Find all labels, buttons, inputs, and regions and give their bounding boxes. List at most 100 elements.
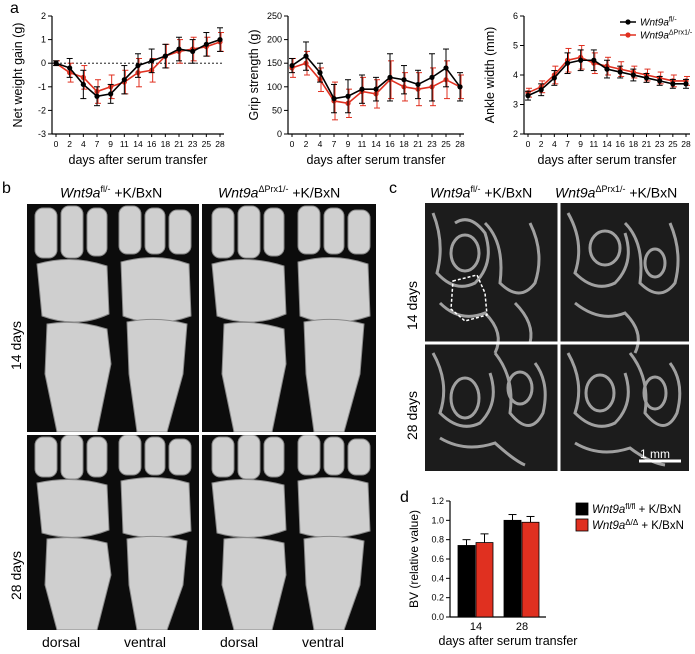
y-tick-label: 2 — [41, 11, 46, 21]
panel-c-col1-label: Wnt9afl/- +K/BxN — [430, 184, 533, 201]
panel-b-bottom-ventral-1: ventral — [124, 634, 167, 650]
y-tick-label: 0.4 — [431, 573, 444, 583]
series-0 — [53, 27, 223, 107]
y-tick-label: 250 — [267, 11, 282, 21]
y-tick-label: -1 — [38, 82, 46, 92]
x-tick-label: 18 — [629, 139, 639, 149]
x-tick-label: 14 — [602, 139, 612, 149]
data-point — [121, 77, 127, 83]
x-tick-label: 7 — [332, 139, 337, 149]
legend-label: Wnt9aΔPrx1/- — [640, 30, 693, 42]
panel-label-d: d — [400, 489, 409, 506]
x-tick-label: 2 — [304, 139, 309, 149]
x-tick-label: 2 — [539, 139, 544, 149]
x-tick-label: 16 — [615, 139, 625, 149]
bone-render-dprx1-14d — [202, 204, 376, 432]
y-tick-label: 4 — [513, 70, 518, 80]
legend-label: Wnt9afl/fl + K/BxN — [592, 502, 681, 516]
panel-b-bottom-dorsal-1: dorsal — [42, 634, 81, 650]
data-point — [303, 53, 309, 59]
x-tick-label: 9 — [108, 139, 113, 149]
panel-b-row1-label: 14 days — [8, 320, 24, 370]
x-tick-label: 25 — [202, 139, 212, 149]
data-point — [67, 65, 73, 71]
data-point — [457, 84, 463, 90]
data-point — [538, 87, 544, 93]
data-point — [564, 60, 571, 66]
x-tick-label: 21 — [413, 139, 423, 149]
data-point — [630, 72, 636, 78]
panel-b-row2-label: 28 days — [8, 550, 24, 600]
y-tick-label: -2 — [38, 105, 46, 115]
x-axis-label: days after serum transfer — [439, 634, 578, 648]
x-tick-label: 28 — [215, 139, 225, 149]
data-point — [604, 66, 610, 72]
y-tick-label: 1.2 — [431, 496, 444, 506]
y-tick-label: 2 — [513, 129, 518, 139]
data-point — [80, 81, 86, 88]
data-point — [203, 41, 209, 47]
series-0 — [525, 49, 689, 101]
x-tick-label: 23 — [655, 139, 665, 149]
data-point — [176, 46, 182, 52]
scale-bar-label: 1 mm — [640, 447, 670, 461]
x-tick-label: 11 — [120, 139, 129, 149]
x-tick-label: 11 — [358, 139, 367, 149]
data-point — [149, 58, 155, 64]
data-point — [317, 70, 323, 76]
legend-marker — [625, 32, 631, 38]
data-point — [683, 81, 689, 87]
bone-render-dprx1-28d — [202, 435, 376, 630]
microct-images — [425, 203, 689, 471]
data-point — [415, 81, 421, 88]
data-point — [617, 69, 623, 75]
data-point — [373, 86, 379, 92]
y-axis-label: Net weight gain (g) — [11, 23, 25, 128]
data-point — [190, 48, 196, 55]
y-tick-label: 1.0 — [431, 515, 444, 525]
y-tick-label: 6 — [513, 11, 518, 21]
y-tick-label: 0.0 — [431, 612, 444, 622]
x-tick-label: 0 — [290, 139, 295, 149]
panel-b-col2-label: Wnt9aΔPrx1/- +K/BxN — [218, 184, 341, 201]
x-tick-label: 28 — [681, 139, 691, 149]
data-point — [359, 86, 365, 92]
x-tick-label: 9 — [346, 139, 351, 149]
x-tick-label: 0 — [526, 139, 531, 149]
legend-swatch — [575, 518, 589, 532]
data-point — [401, 77, 407, 83]
panel-b-col1-label: Wnt9afl/- +K/BxN — [60, 184, 163, 201]
y-tick-label: -3 — [38, 129, 46, 139]
y-tick-label: 0.8 — [431, 535, 444, 545]
data-point — [429, 74, 435, 80]
y-axis-label: Grip strength (g) — [247, 29, 261, 120]
data-point — [345, 93, 351, 99]
panel-label-b: b — [2, 180, 11, 197]
data-point — [578, 57, 584, 63]
data-point — [135, 62, 141, 69]
x-axis-label: days after serum transfer — [538, 153, 677, 167]
legend-marker — [625, 19, 631, 25]
data-point — [551, 75, 557, 81]
x-tick-label: 28 — [516, 621, 528, 633]
x-tick-label: 0 — [54, 139, 59, 149]
x-tick-label: 25 — [668, 139, 678, 149]
bar — [475, 542, 494, 618]
x-tick-label: 4 — [552, 139, 557, 149]
data-point — [643, 75, 650, 81]
x-tick-label: 7 — [565, 139, 570, 149]
y-tick-label: 150 — [267, 58, 282, 68]
x-tick-label: 9 — [578, 139, 583, 149]
y-tick-label: 100 — [267, 82, 282, 92]
panel-b-bottom-ventral-2: ventral — [302, 634, 345, 650]
y-tick-label: 0.6 — [431, 554, 444, 564]
data-point — [670, 81, 676, 87]
data-point — [289, 62, 295, 69]
y-tick-label: 50 — [272, 105, 282, 115]
series-1 — [289, 50, 464, 121]
data-point — [525, 93, 531, 99]
x-tick-label: 18 — [161, 139, 171, 149]
